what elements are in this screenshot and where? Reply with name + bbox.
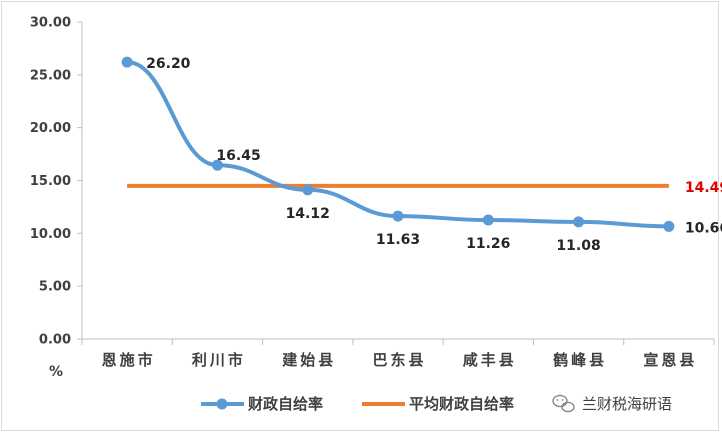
data-point (482, 214, 494, 226)
data-label: 26.20 (146, 56, 191, 72)
series-line (126, 60, 669, 229)
y-tick-label: 15.00 (30, 174, 71, 189)
data-point (302, 184, 314, 196)
series-self-sufficiency (121, 56, 675, 232)
x-tick-label: 宣恩县 (643, 351, 697, 369)
legend-label-series: 财政自给率 (248, 395, 323, 413)
y-tick-label: 30.00 (30, 16, 71, 31)
data-label: 16.45 (216, 148, 260, 164)
y-tick-label: 10.00 (30, 227, 71, 242)
data-label: 10.66 (685, 220, 722, 236)
x-tick-label: 咸丰县 (463, 351, 517, 369)
x-tick-label: 恩施市 (102, 351, 156, 369)
data-label: 11.63 (376, 232, 420, 248)
data-label: 14.12 (286, 206, 330, 222)
y-tick-label: 25.00 (30, 68, 71, 83)
legend-label-average: 平均财政自给率 (409, 395, 514, 413)
legend-swatch-marker (216, 398, 228, 410)
y-tick-label: 5.00 (39, 280, 71, 295)
watermark-text: 兰财税海研语 (582, 395, 672, 413)
x-tick-label: 巴东县 (372, 351, 426, 369)
data-label: 11.26 (466, 236, 510, 252)
data-point (392, 210, 404, 222)
data-label: 11.08 (556, 238, 600, 254)
average-data-label: 14.49 (685, 180, 722, 196)
x-tick-label: 鹤峰县 (553, 351, 607, 369)
legend: 财政自给率 平均财政自给率 (201, 395, 514, 413)
x-tick-label: 利川市 (192, 351, 246, 369)
y-unit-label: % (49, 364, 63, 380)
x-tick-labels: 恩施市 利川市 建始县 巴东县 咸丰县 鹤峰县 宣恩县 (102, 351, 697, 369)
axes (77, 21, 715, 345)
data-point (573, 216, 585, 228)
data-point (121, 56, 133, 68)
y-tick-labels: 0.00 5.00 10.00 15.00 20.00 25.00 30.00 (30, 16, 71, 348)
data-labels: 26.20 16.45 14.12 11.63 11.26 11.08 10.66 14.49 (146, 56, 722, 254)
y-tick-label: 0.00 (39, 333, 71, 348)
watermark: 兰财税海研语 (552, 394, 672, 413)
data-point (663, 220, 675, 232)
y-tick-label: 20.00 (30, 121, 71, 136)
wechat-icon (552, 394, 575, 413)
data-point (211, 159, 223, 171)
x-tick-label: 建始县 (282, 351, 336, 369)
